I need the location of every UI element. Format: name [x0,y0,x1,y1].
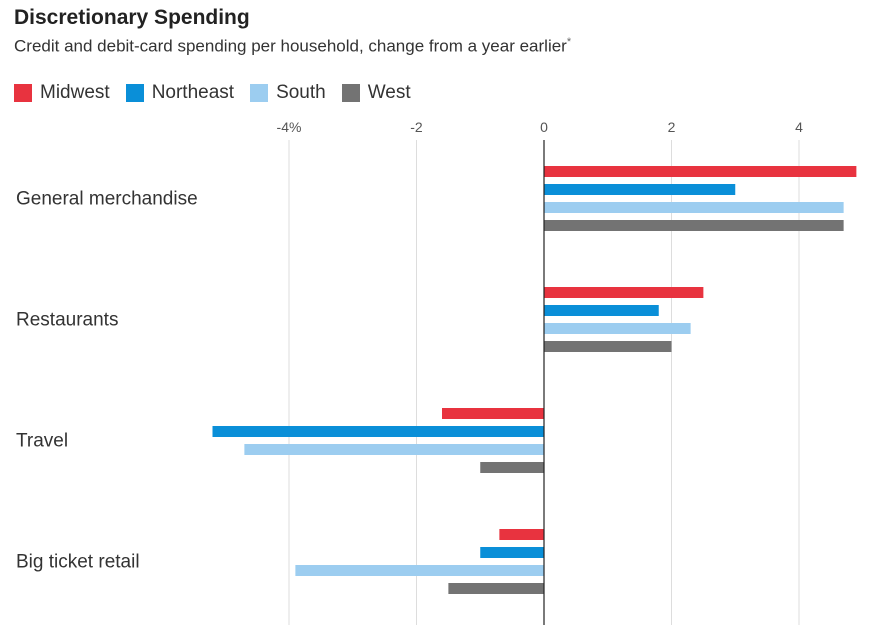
subtitle-text: Credit and debit-card spending per house… [14,36,567,56]
legend-swatch [341,84,360,102]
bar-midwest [544,287,704,298]
x-tick-label: 2 [668,119,676,135]
legend-item-midwest: Midwest [14,82,110,104]
bar-west [448,583,544,594]
bar-northeast [544,184,736,195]
bar-midwest [544,166,857,177]
bar-south [544,323,691,334]
category-label: Restaurants [16,310,118,331]
category-label: Travel [16,431,68,452]
bar-midwest [442,408,544,419]
x-tick-label: 0 [540,119,548,135]
legend-swatch [250,84,269,102]
bar-south [244,444,544,455]
x-tick-label: 4 [795,119,803,135]
bar-northeast [212,426,544,437]
bar-northeast [480,547,544,558]
bar-northeast [544,305,659,316]
legend-swatch [14,84,32,102]
legend-item-south: South [250,82,326,104]
category-label: Big ticket retail [16,552,140,573]
legend-label: South [276,82,326,103]
chart-title: Discretionary Spending [14,6,250,29]
legend-label: Midwest [40,82,110,103]
legend-swatch [125,84,144,102]
legend-item-west: West [341,82,411,104]
legend-item-northeast: Northeast [125,82,235,104]
footnote-mark: * [566,36,572,48]
x-tick-label: -2 [410,119,423,135]
bar-south [295,565,544,576]
legend-label: West [367,82,411,103]
bar-west [544,220,844,231]
bar-west [480,462,544,473]
category-label: General merchandise [16,189,198,210]
bar-south [544,202,844,213]
bar-midwest [499,529,544,540]
bar-west [544,341,672,352]
chart-legend: Midwest Northeast South West [14,82,427,104]
legend-label: Northeast [151,82,235,103]
x-tick-label: -4% [277,119,302,135]
chart-subtitle: Credit and debit-card spending per house… [14,36,571,57]
